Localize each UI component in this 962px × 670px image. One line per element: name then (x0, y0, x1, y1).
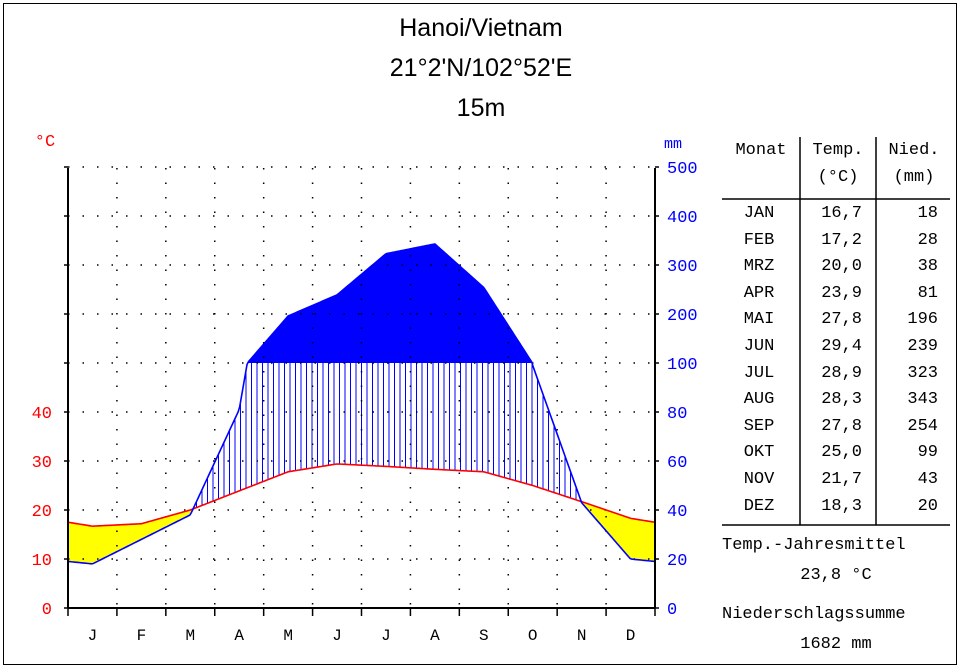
precipitation-tick-label: 300 (667, 258, 698, 277)
table-month-cell: JAN (743, 204, 775, 223)
table-temp-cell: 27,8 (821, 416, 862, 436)
annual-temp-value: 23,8 °C (800, 566, 872, 585)
table-temp-cell: 27,8 (821, 310, 862, 330)
precipitation-tick-label: 40 (667, 503, 687, 522)
temperature-tick-label: 40 (32, 405, 52, 424)
table-temp-cell: 16,7 (821, 204, 862, 223)
table-header: (°C) (817, 168, 859, 187)
table-temp-cell: 18,3 (821, 496, 862, 516)
table-month-cell: JUL (743, 363, 775, 383)
precipitation-tick-label: 100 (667, 356, 698, 375)
precipitation-tick-label: 400 (667, 209, 698, 228)
table-precip-cell: 323 (907, 363, 938, 383)
table-temp-cell: 28,9 (821, 363, 862, 383)
precipitation-unit-label: mm (664, 136, 682, 153)
precipitation-tick-label: 500 (667, 160, 698, 179)
precipitation-tick-label: 0 (667, 601, 677, 620)
month-label: M (283, 627, 293, 645)
table-month-cell: FEB (743, 230, 775, 250)
table-month-cell: MAI (743, 310, 775, 330)
perhumid-period-fill (248, 243, 532, 363)
annual-temp-label: Temp.-Jahresmittel (722, 536, 906, 555)
month-label: D (626, 627, 636, 645)
table-month-cell: APR (743, 283, 775, 303)
chart-elevation: 15m (456, 94, 506, 122)
temperature-tick-label: 0 (42, 601, 52, 620)
month-label: F (137, 627, 147, 645)
month-label: J (88, 627, 98, 645)
temperature-tick-label: 20 (32, 503, 52, 522)
precipitation-line (67, 243, 656, 565)
table-month-cell: OKT (743, 443, 775, 463)
month-label: A (234, 627, 244, 645)
precipitation-tick-label: 20 (667, 552, 687, 571)
table-precip-cell: 239 (907, 337, 938, 356)
chart-title: Hanoi/Vietnam (399, 14, 563, 42)
table-header: Nied. (888, 141, 940, 160)
chart-coordinates: 21°2'N/102°52'E (389, 54, 573, 82)
arid-period-fill (68, 501, 655, 564)
table-temp-cell: 25,0 (821, 443, 862, 463)
annual-precip-label: Niederschlagssumme (722, 605, 906, 624)
table-precip-cell: 343 (907, 390, 938, 410)
temperature-line (67, 463, 656, 527)
precipitation-tick-label: 60 (667, 454, 687, 473)
precipitation-tick-label: 200 (667, 307, 698, 326)
chart-frame (3, 3, 957, 665)
table-temp-cell: 21,7 (821, 470, 862, 489)
table-precip-cell: 20 (917, 496, 938, 516)
table-month-cell: DEZ (743, 496, 775, 516)
table-month-cell: AUG (743, 390, 775, 410)
table-precip-cell: 196 (907, 310, 938, 330)
temperature-tick-label: 10 (32, 552, 52, 571)
month-label: A (430, 627, 440, 645)
month-label: M (185, 627, 195, 645)
table-precip-cell: 254 (907, 416, 938, 436)
table-month-cell: NOV (743, 470, 775, 489)
table-temp-cell: 29,4 (821, 337, 862, 356)
table-month-cell: JUN (743, 337, 775, 356)
table-header: Monat (735, 141, 787, 160)
table-precip-cell: 38 (917, 257, 938, 277)
month-label: J (332, 627, 342, 645)
table-temp-cell: 17,2 (821, 230, 862, 250)
temperature-unit-label: °C (35, 133, 55, 152)
precipitation-tick-label: 80 (667, 405, 687, 424)
table-precip-cell: 43 (917, 470, 938, 489)
month-label: O (528, 627, 538, 645)
table-month-cell: MRZ (743, 257, 775, 277)
table-temp-cell: 23,9 (821, 283, 862, 303)
table-precip-cell: 28 (917, 230, 938, 250)
month-label: J (381, 627, 391, 645)
table-header: Temp. (812, 141, 864, 160)
month-label: N (577, 627, 587, 645)
month-label: S (479, 627, 489, 645)
table-header: (mm) (893, 168, 935, 187)
table-precip-cell: 81 (917, 283, 938, 303)
table-month-cell: SEP (743, 416, 775, 436)
table-temp-cell: 20,0 (821, 257, 862, 277)
table-temp-cell: 28,3 (821, 390, 862, 410)
temperature-tick-label: 30 (32, 454, 52, 473)
table-precip-cell: 99 (917, 443, 938, 463)
table-precip-cell: 18 (917, 204, 938, 223)
annual-precip-value: 1682 mm (800, 635, 872, 654)
